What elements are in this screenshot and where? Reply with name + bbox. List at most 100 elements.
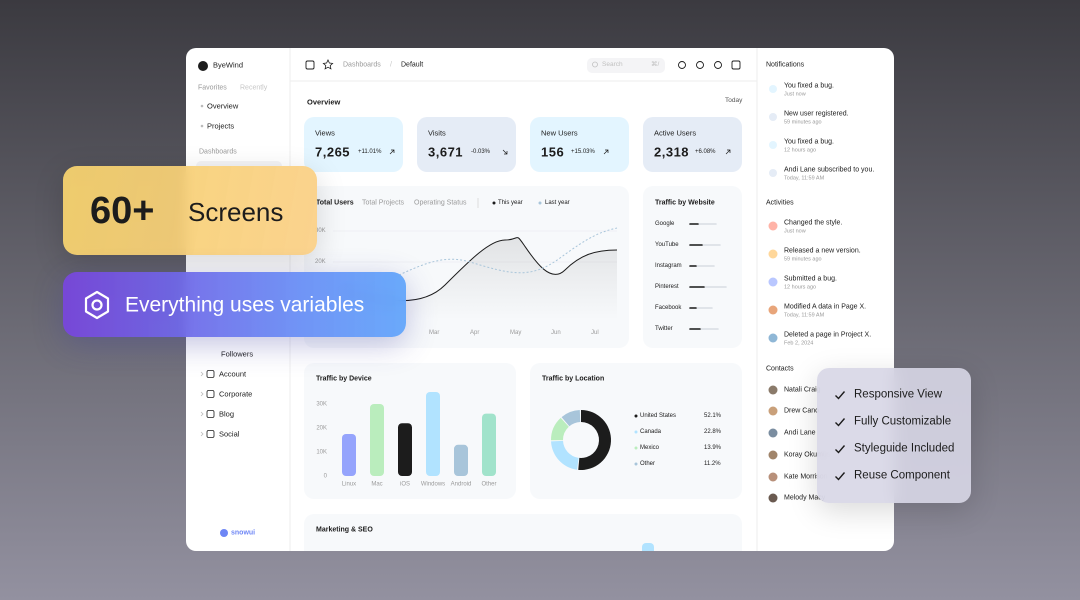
feature-item: Styleguide Included xyxy=(854,442,955,455)
activity-text: Released a new version. xyxy=(784,247,861,255)
contact-avatar xyxy=(768,493,778,503)
topbar-icon xyxy=(731,60,741,70)
stat-change: -0.03% xyxy=(471,149,491,155)
legend-label: This year xyxy=(498,200,523,206)
marketing-panel xyxy=(304,514,742,551)
chart-tab[interactable]: Operating Status xyxy=(414,199,467,207)
legend-label: United States xyxy=(640,413,677,419)
y-tick-label: 20K xyxy=(315,259,326,265)
legend-value: 52.1% xyxy=(704,413,722,419)
donut-segment xyxy=(578,410,611,470)
notification-text: You fixed a bug. xyxy=(784,82,834,90)
nav-icon xyxy=(206,370,215,378)
contact-name[interactable]: Natali Craig xyxy=(784,386,821,394)
x-tick-label: Jul xyxy=(591,330,599,336)
sidebar-tab[interactable]: Favorites xyxy=(198,84,227,92)
topbar-icon xyxy=(678,61,686,69)
promo-variables: Everything uses variables xyxy=(125,293,365,317)
chart-tab[interactable]: Total Users xyxy=(316,199,354,207)
legend-dot xyxy=(634,414,638,418)
x-tick-label: Windows xyxy=(421,482,445,488)
contact-avatar xyxy=(768,428,778,438)
stat-card xyxy=(417,117,516,172)
activity-text: Changed the style. xyxy=(784,219,843,227)
x-tick-label: Mar xyxy=(429,330,440,336)
y-tick-label: 0 xyxy=(324,474,328,480)
nav-item[interactable]: Account xyxy=(219,369,247,379)
marketing-bar xyxy=(642,543,654,551)
contact-name[interactable]: Andi Lane xyxy=(784,429,816,437)
trend-icon xyxy=(389,149,395,155)
nav-item[interactable]: Projects xyxy=(207,121,235,131)
notif-icon xyxy=(769,141,777,149)
legend-label: Last year xyxy=(545,200,570,206)
site-name: Pinterest xyxy=(655,284,679,290)
contact-name[interactable]: Kate Morrison xyxy=(784,473,828,481)
brand-avatar xyxy=(198,61,208,71)
period-select[interactable]: Today xyxy=(725,96,743,104)
legend-dot xyxy=(634,446,638,450)
notification-text: New user registered. xyxy=(784,110,849,118)
bar xyxy=(370,404,384,476)
chart-tab[interactable]: Total Projects xyxy=(362,199,405,207)
promo-count: 60+ xyxy=(90,190,155,232)
contact-name[interactable]: Drew Cano xyxy=(784,407,820,415)
check-icon xyxy=(835,445,846,454)
notification-time: 12 hours ago xyxy=(784,147,817,154)
legend-dot xyxy=(634,462,638,466)
chevron xyxy=(200,431,204,437)
nav-item[interactable]: Overview xyxy=(207,101,239,111)
legend-dot xyxy=(634,430,638,434)
nav-item[interactable]: Social xyxy=(219,429,240,439)
sidebar-tab[interactable]: Recently xyxy=(240,84,268,92)
nav-item[interactable]: Followers xyxy=(221,349,254,359)
activity-text: Modified A data in Page X. xyxy=(784,303,867,311)
trend-icon xyxy=(502,149,508,155)
activity-time: Today, 11:59 AM xyxy=(784,312,825,319)
contact-avatar xyxy=(768,406,778,416)
nav-item[interactable]: Blog xyxy=(219,409,235,419)
feature-item: Reuse Component xyxy=(854,469,950,482)
dashboard-window: 30K 20K 10K 0 Linux Mac iOS Windows Android Other… xyxy=(186,48,894,551)
stat-label: Views xyxy=(315,128,335,138)
bar xyxy=(398,423,412,476)
x-tick-label: iOS xyxy=(400,482,410,488)
notification-time: Today, 11:59 AM xyxy=(784,175,825,182)
search-placeholder[interactable]: Search xyxy=(602,60,623,68)
search-shortcut: ⌘/ xyxy=(651,60,660,68)
x-tick-label: Apr xyxy=(470,330,480,336)
sidebar-section: Dashboards xyxy=(199,148,237,156)
contact-name[interactable]: Koray Okumus xyxy=(784,451,831,459)
bar xyxy=(426,392,440,476)
stat-value: 3,671 xyxy=(428,144,464,160)
line-this-year xyxy=(339,237,618,302)
activity-avatar xyxy=(768,305,778,315)
activity-time: Just now xyxy=(784,228,806,235)
chevron xyxy=(200,411,204,417)
stat-value: 2,318 xyxy=(654,144,690,160)
donut-segment xyxy=(551,417,569,441)
breadcrumb[interactable]: Dashboards xyxy=(343,61,381,69)
activity-time: 59 minutes ago xyxy=(784,256,822,263)
search-box[interactable] xyxy=(587,58,665,73)
notification-time: 59 minutes ago xyxy=(784,119,822,126)
brand-name: ByeWind xyxy=(213,60,244,70)
panel-title: Traffic by Device xyxy=(316,375,372,383)
search-icon xyxy=(592,61,598,68)
overview-title: Overview xyxy=(307,97,341,107)
icon-sidebar xyxy=(305,60,315,70)
feature-item: Responsive View xyxy=(854,388,943,401)
stat-card xyxy=(304,117,403,172)
promo-card: Everything uses variables xyxy=(63,272,406,337)
topbar-icon xyxy=(714,61,722,69)
contact-avatar xyxy=(768,472,778,482)
hexagon-icon xyxy=(84,290,110,320)
check-icon xyxy=(835,391,846,400)
legend-label: Other xyxy=(640,461,656,467)
breadcrumb-sep: / xyxy=(390,61,392,69)
contact-name[interactable]: Melody Macy xyxy=(784,494,826,502)
legend-label: Mexico xyxy=(640,445,660,451)
legend-value: 11.2% xyxy=(704,461,721,467)
nav-item[interactable]: Corporate xyxy=(219,389,253,399)
